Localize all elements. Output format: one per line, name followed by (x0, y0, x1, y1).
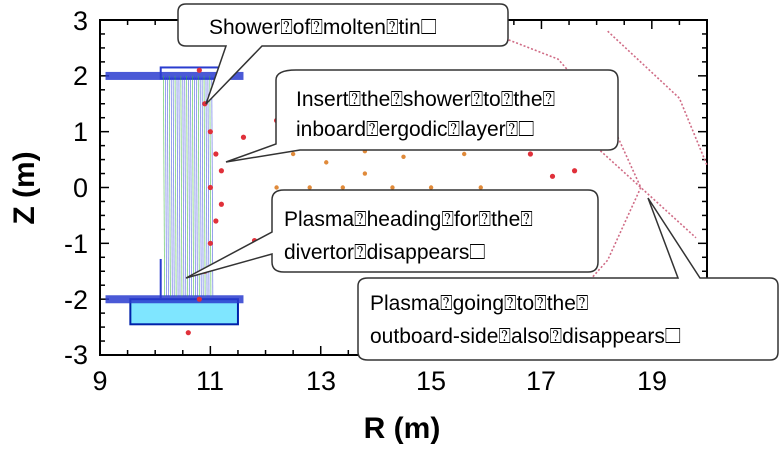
y-tick-label: -1 (64, 229, 88, 259)
callout-text: Plasma⍰going⍰to⍰the⍰ (370, 292, 589, 315)
callout-text: inboard⍰ergodic⍰layer⍰☐ (296, 118, 534, 141)
data-point (307, 185, 312, 190)
tin-stream (170, 75, 173, 297)
tin-stream (192, 75, 194, 297)
data-point (196, 296, 202, 302)
data-point (185, 330, 191, 336)
data-point (390, 185, 395, 190)
data-point (207, 129, 213, 135)
tin-stream (203, 75, 206, 297)
data-point (196, 67, 202, 73)
y-tick-label: 0 (73, 173, 88, 203)
tin-stream (172, 75, 175, 297)
callout-insert: Insert⍰the⍰shower⍰to⍰the⍰ inboard⍰ergodi… (225, 69, 619, 163)
data-point (274, 185, 279, 190)
data-point (401, 154, 406, 159)
callout-text: Shower⍰of⍰molten⍰tin☐ (209, 16, 437, 39)
x-tick-label: 15 (416, 366, 446, 396)
data-point (218, 201, 224, 207)
tin-stream (195, 75, 198, 297)
y-tick-label: 3 (73, 6, 88, 36)
x-tick-label: 9 (92, 366, 107, 396)
data-point (571, 168, 578, 174)
callout-bubble (357, 197, 779, 361)
upper-pipe (105, 71, 244, 80)
y-tick-label: -3 (64, 340, 88, 370)
callout-text: outboard-side⍰also⍰disappears☐ (370, 325, 681, 348)
tin-stream (168, 75, 171, 297)
tin-stream (176, 75, 179, 297)
callout-outboard: Plasma⍰going⍰to⍰the⍰ outboard-side⍰also⍰… (357, 197, 779, 361)
data-point (362, 171, 368, 176)
data-point (428, 185, 434, 190)
separatrix-outer (607, 30, 708, 166)
tin-stream (186, 75, 189, 297)
x-tick-label: 11 (196, 366, 224, 396)
data-point (340, 185, 345, 190)
lower-pipe (105, 295, 244, 304)
separatrix-crossing (585, 136, 697, 239)
data-point (240, 134, 247, 140)
y-tick-label: -2 (64, 285, 88, 315)
data-point (213, 151, 219, 157)
callout-text: Plasma⍰heading⍰for⍰the⍰ (284, 208, 533, 231)
x-axis-title: R (m) (364, 412, 441, 445)
callout-bubble (225, 69, 619, 163)
y-axis-title: Z (m) (8, 151, 41, 224)
callout-bubble (185, 189, 599, 279)
tin-stream (174, 75, 177, 297)
data-point (462, 151, 467, 157)
data-point (290, 151, 296, 157)
tin-stream (197, 75, 200, 297)
x-tick-label: 19 (637, 366, 667, 396)
data-point (527, 151, 534, 157)
tin-stream (180, 75, 183, 297)
data-point (207, 240, 213, 246)
data-point (549, 173, 556, 179)
data-point (324, 160, 329, 165)
callout-shower: Shower⍰of⍰molten⍰tin☐ (177, 3, 509, 105)
x-tick-label: 17 (526, 366, 556, 396)
data-point (207, 184, 213, 191)
callout-divertor: Plasma⍰heading⍰for⍰the⍰ divertor⍰disappe… (185, 189, 599, 279)
y-tick-label: 1 (73, 117, 88, 147)
tin-stream (199, 75, 202, 297)
callout-bubble (177, 3, 509, 105)
tin-stream (194, 75, 196, 297)
tin-stream (166, 75, 169, 297)
callout-text: divertor⍰disappears☐ (284, 241, 485, 264)
tin-stream (190, 75, 192, 297)
tin-stream (165, 75, 167, 297)
data-point (478, 185, 483, 190)
tin-stream (163, 75, 165, 297)
tin-stream (182, 75, 185, 297)
x-tick-label: 13 (306, 366, 336, 396)
tin-stream (184, 75, 187, 297)
tin-stream (188, 75, 191, 297)
tin-stream (201, 75, 204, 297)
tin-stream (178, 75, 181, 297)
data-point (218, 168, 224, 174)
tin-stream (205, 75, 208, 297)
shower-device (105, 66, 244, 326)
y-tick-label: 2 (73, 61, 88, 91)
data-point (213, 218, 219, 224)
callout-text: Insert⍰the⍰shower⍰to⍰the⍰ (296, 88, 555, 111)
